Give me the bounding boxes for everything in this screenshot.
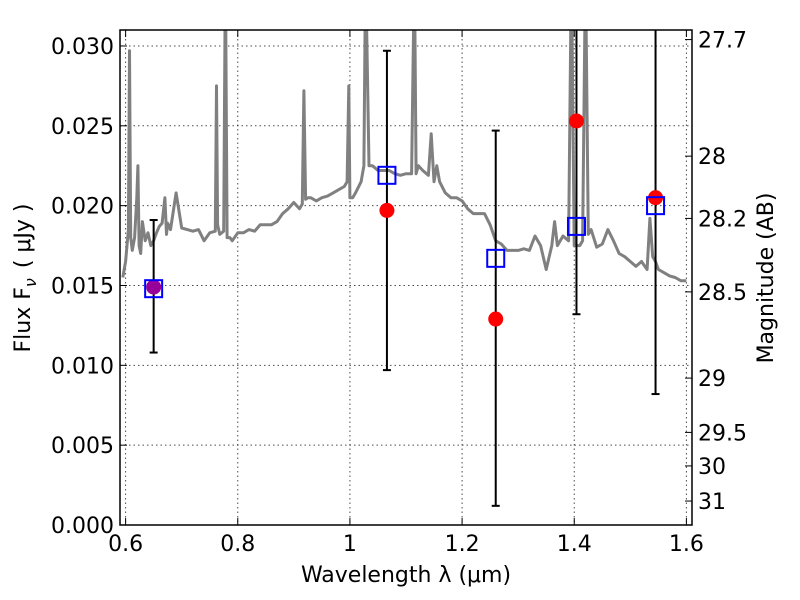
x-tick-label: 1 [343,532,357,557]
right-tick-label: 29.5 [698,421,747,446]
plot-frame [119,29,693,526]
y-tick-label: 0.010 [51,354,114,379]
spectrum-line [121,30,687,283]
right-tick-label: 28 [698,145,726,170]
y-tick-label: 0.025 [51,115,114,140]
x-tick-label: 1.4 [557,532,592,557]
model-photometry-point [377,165,397,185]
y-tick-label: 0.005 [51,434,114,459]
model-photometry-point [486,248,506,268]
y-axis-title-main: Flux F [11,287,36,352]
model-photometry-point [144,279,164,299]
spectrum-layer [121,30,687,283]
model-photometry-point [646,196,666,216]
observed-flux-point [568,113,584,129]
right-tick-label: 31 [698,490,726,515]
y-axis-right-title: Magnitude (AB) [754,193,779,364]
x-tick-label: 1.2 [445,532,480,557]
right-tick-label: 28.2 [698,207,747,232]
y-tick-label: 0.020 [51,195,114,220]
y-axis-title-unit: ( μJy ) [11,204,36,269]
y-tick-label: 0.030 [51,35,114,60]
x-tick-label: 0.8 [220,532,255,557]
grid-lines [120,30,692,526]
right-tick-label: 29 [698,367,726,392]
y-tick-label: 0.000 [51,514,114,539]
x-tick-label: 1.6 [669,532,704,557]
points-layer [144,113,666,327]
y-axis-title-subscript: ν [21,278,40,287]
x-axis-title: Wavelength λ (μm) [301,563,511,588]
y-tick-label: 0.015 [51,274,114,299]
model-photometry-point [566,216,586,236]
y-axis-right: 27.7 28 28.2 28.5 29 29.5 30 31 [685,29,747,515]
y-axis-title: Flux Fν ( μJy ) [11,204,40,353]
right-tick-label: 28.5 [698,281,747,306]
y-axis-left: 0.000 0.005 0.010 0.015 0.020 0.025 0.030 [51,35,127,539]
x-tick-label: 0.6 [108,532,143,557]
x-axis: 0.6 0.8 1 1.2 1.4 1.6 [108,30,704,557]
observed-flux-point [146,279,162,295]
right-tick-label: 30 [698,455,726,480]
observed-flux-point [379,202,395,218]
right-tick-label: 27.7 [698,29,747,54]
observed-flux-point [488,311,504,327]
